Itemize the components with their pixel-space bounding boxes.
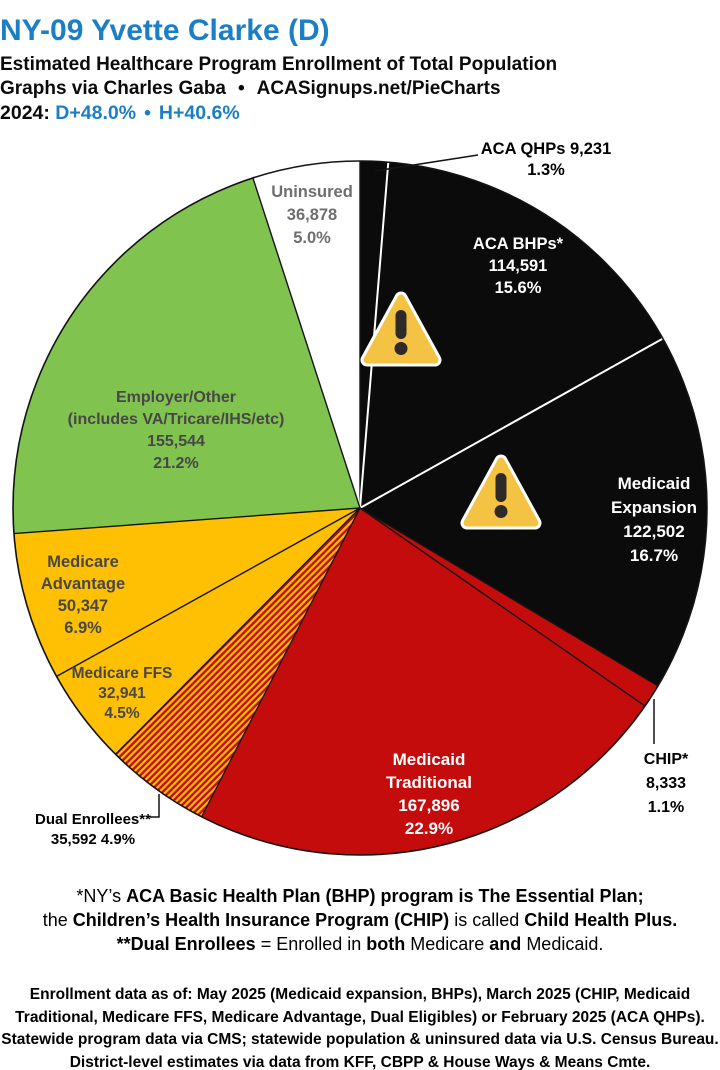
slice-label-uninsured: Uninsured 36,878 5.0% [271, 181, 353, 250]
credit-line: Graphs via Charles Gaba • ACASignups.net/P… [0, 78, 720, 100]
source-line: Statewide program data via CMS; statewid… [1, 1031, 719, 1048]
footnotes: *NY’s ACA Basic Health Plan (BHP) progra… [0, 884, 720, 956]
pie-slice-medicare_advantage [13, 508, 361, 677]
source-line: Enrollment data as of: May 2025 (Medicai… [29, 986, 691, 1003]
slice-label-line: 16.7% [629, 546, 679, 565]
slice-label-line: 155,544 [147, 433, 205, 450]
footnote-segment: **Dual Enrollees [116, 934, 256, 954]
slice-label-line: 4.5% [104, 705, 140, 722]
footnote-segment: Medicaid. [521, 934, 604, 954]
slice-label-line: Advantage [40, 575, 126, 593]
slice-separator [200, 507, 361, 818]
pie-slice-employer_other [12, 177, 361, 534]
slice-separator [359, 337, 664, 509]
footnote-segment: and [489, 934, 522, 954]
slice-separator [359, 507, 646, 707]
slice-label-line: Traditional [386, 773, 472, 792]
footnote-segment: Children’s Health Insurance Program (CHI… [72, 910, 450, 930]
pie-slice-chip [360, 508, 658, 706]
slice-label-line: 32,941 [98, 685, 146, 702]
slice-label-line: 21.2% [153, 455, 199, 472]
footnote-segment: is called [449, 910, 525, 930]
slice-label-line: 22.9% [404, 819, 454, 838]
slice-separator [13, 507, 361, 535]
slice-label-line: CHIP* [643, 751, 689, 768]
footnote-segment: the [42, 910, 73, 930]
footnote-segment: *NY’s [76, 886, 127, 906]
pie-slice-uninsured [252, 160, 360, 508]
footnote-segment: ACA Basic Health Plan (BHP) program is T… [126, 886, 644, 906]
pie-slice-medicare_ffs [56, 508, 360, 755]
slice-label-line: ACA QHPs 9,231 [480, 140, 612, 158]
warning-icon [460, 454, 542, 530]
slice-label-line: 167,896 [398, 796, 460, 815]
footnote-segment: both [366, 934, 406, 954]
slice-separator [56, 507, 361, 678]
pie-slice-medicaid_traditional [201, 508, 645, 856]
slice-label-line: 6.9% [64, 619, 102, 637]
slice-label-line: 36,878 [286, 206, 338, 224]
slice-label-aca_qhps: ACA QHPs 9,231 1.3% [481, 139, 612, 181]
footnote-line: **Dual Enrollees = Enrolled in both Medi… [0, 932, 720, 956]
slice-label-medicare_ffs: Medicare FFS 32,941 4.5% [72, 664, 173, 724]
slice-label-line: 114,591 [488, 257, 548, 275]
slice-separator [252, 177, 361, 509]
pie-outline [12, 160, 708, 856]
page-title: NY-09 Yvette Clarke (D) [0, 14, 330, 47]
slice-label-line: Dual Enrollees** [35, 811, 151, 828]
slice-label-medicaid_traditional: Medicaid Traditional 167,896 22.9% [386, 748, 472, 840]
year-label: 2024: [0, 102, 50, 124]
slice-label-line: Medicare [47, 553, 119, 571]
slice-label-line: (includes VA/Tricare/IHS/etc) [67, 411, 285, 428]
slice-label-employer_other: Employer/Other (includes VA/Tricare/IHS/e… [68, 387, 285, 475]
source-line: Traditional, Medicare FFS, Medicare Adva… [15, 1008, 705, 1026]
slice-label-medicare_advantage: Medicare Advantage 50,347 6.9% [41, 551, 125, 639]
lean-dem: D+48.0% [55, 102, 137, 124]
footnote-line: the Children’s Health Insurance Program … [0, 908, 720, 932]
slice-label-line: 1.1% [647, 799, 685, 816]
pie-slice-dual_enrollees [115, 508, 360, 817]
source-note: Enrollment data as of: May 2025 (Medicai… [0, 984, 720, 1070]
slice-label-line: Expansion [611, 498, 697, 517]
slice-label-dual_enrollees: Dual Enrollees** 35,592 4.9% [35, 810, 151, 850]
pie-slice-aca_bhps [360, 162, 663, 508]
slice-label-line: 122,502 [623, 522, 685, 541]
footnote-segment: = Enrolled in [255, 934, 367, 954]
slice-label-line: Medicare FFS [71, 665, 173, 682]
bullet-separator: • [144, 102, 151, 124]
slice-label-line: 8,333 [645, 775, 687, 792]
slice-label-line: Medicaid [392, 750, 466, 769]
slice-separator [359, 507, 659, 687]
partisan-lean-line: 2024: D+48.0% • H+40.6% [0, 102, 720, 125]
lean-harris: H+40.6% [158, 102, 240, 124]
footnote-line: *NY’s ACA Basic Health Plan (BHP) progra… [0, 884, 720, 908]
slice-separator [115, 507, 361, 755]
slice-label-line: 1.3% [527, 161, 565, 179]
slice-label-chip: CHIP* 8,333 1.1% [644, 748, 688, 820]
slice-label-line: 35,592 4.9% [50, 831, 136, 848]
slice-label-medicaid_expansion: Medicaid Expansion 122,502 16.7% [611, 472, 697, 568]
warning-icon [360, 291, 442, 367]
subtitle: Estimated Healthcare Program Enrollment … [0, 54, 558, 75]
credit-site: ACASignups.net/PieCharts [256, 78, 501, 99]
slice-label-line: 5.0% [293, 229, 331, 247]
slice-label-line: Employer/Other [115, 389, 237, 406]
bullet-separator: • [238, 78, 245, 99]
slice-label-line: 50,347 [57, 597, 109, 615]
slice-label-aca_bhps: ACA BHPs* 114,591 15.6% [473, 233, 563, 299]
slice-label-line: 15.6% [494, 279, 542, 297]
slice-label-line: Medicaid [617, 474, 691, 493]
slice-label-line: ACA BHPs* [472, 235, 564, 253]
leader-line-dual_enrollees [150, 794, 160, 818]
credit-author: Graphs via Charles Gaba [0, 78, 226, 99]
footnote-segment: Child Health Plus. [524, 910, 678, 930]
leader-line-aca_qhps [374, 154, 479, 172]
footnote-segment: Medicare [405, 934, 490, 954]
slice-label-line: Uninsured [271, 183, 353, 201]
source-line: District-level estimates via data from K… [69, 1053, 651, 1070]
